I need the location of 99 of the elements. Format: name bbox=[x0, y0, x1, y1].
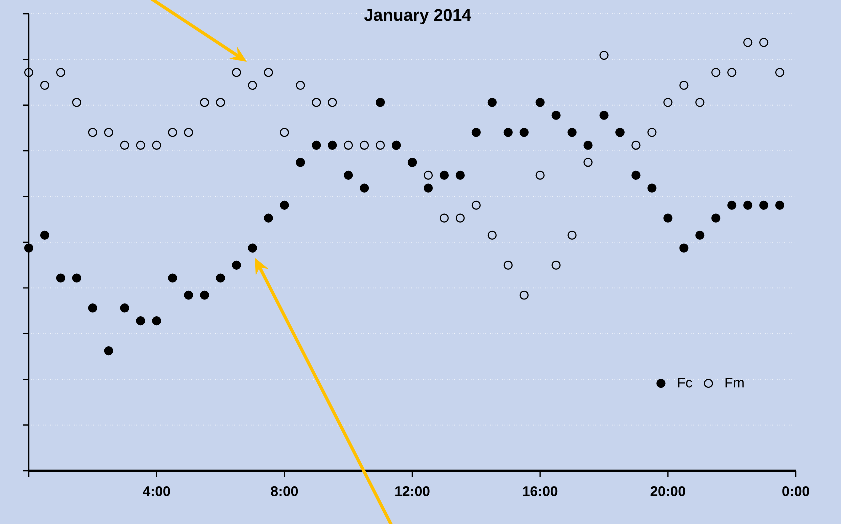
point bbox=[760, 38, 769, 48]
legend-label: Fm bbox=[726, 378, 744, 388]
point bbox=[360, 140, 370, 150]
point bbox=[632, 140, 641, 150]
point bbox=[72, 98, 82, 108]
point bbox=[88, 128, 98, 138]
point bbox=[568, 230, 577, 240]
point bbox=[376, 140, 386, 150]
point bbox=[472, 128, 481, 138]
point bbox=[504, 260, 513, 270]
point bbox=[680, 244, 689, 253]
point bbox=[728, 200, 737, 210]
point bbox=[472, 200, 481, 210]
point bbox=[424, 184, 434, 193]
point bbox=[552, 260, 561, 270]
point bbox=[280, 200, 290, 210]
point bbox=[520, 290, 529, 300]
point bbox=[56, 274, 66, 283]
point bbox=[456, 214, 465, 223]
point bbox=[72, 274, 82, 283]
point bbox=[248, 244, 258, 253]
point bbox=[744, 200, 753, 210]
point bbox=[760, 200, 769, 210]
point bbox=[536, 98, 545, 108]
point bbox=[152, 140, 162, 150]
point bbox=[775, 200, 785, 210]
point bbox=[200, 98, 210, 108]
point bbox=[584, 140, 593, 150]
point bbox=[104, 128, 114, 138]
point bbox=[56, 68, 66, 78]
point bbox=[696, 230, 705, 240]
point bbox=[696, 98, 705, 108]
point bbox=[568, 128, 577, 138]
point bbox=[424, 170, 434, 180]
point bbox=[328, 98, 338, 108]
point bbox=[312, 98, 322, 108]
point bbox=[600, 110, 609, 120]
point bbox=[88, 304, 98, 313]
point bbox=[775, 68, 785, 78]
point bbox=[344, 140, 354, 150]
point bbox=[728, 68, 737, 78]
point bbox=[216, 98, 226, 108]
x-tick-label: 8:00 bbox=[271, 486, 298, 496]
point bbox=[248, 80, 258, 90]
point bbox=[184, 128, 194, 138]
point bbox=[328, 140, 338, 150]
x-tick-label: 4:00 bbox=[143, 486, 170, 496]
point bbox=[168, 128, 178, 138]
point bbox=[712, 68, 721, 78]
point bbox=[104, 346, 114, 356]
point bbox=[216, 274, 226, 283]
point bbox=[280, 128, 290, 138]
point bbox=[296, 80, 306, 90]
point bbox=[536, 170, 545, 180]
point bbox=[648, 184, 657, 193]
point bbox=[488, 98, 497, 108]
point bbox=[232, 68, 242, 78]
legend-label: Fc bbox=[678, 378, 692, 388]
point bbox=[744, 38, 753, 48]
point bbox=[312, 140, 322, 150]
point bbox=[296, 158, 306, 168]
point bbox=[136, 140, 146, 150]
point bbox=[40, 80, 50, 90]
point bbox=[120, 304, 130, 313]
point bbox=[680, 80, 689, 90]
x-tick-label: 16:00 bbox=[523, 486, 558, 496]
point bbox=[520, 128, 529, 138]
point bbox=[120, 140, 130, 150]
point bbox=[584, 158, 593, 168]
x-tick-label: 0:00 bbox=[782, 486, 810, 496]
point bbox=[648, 128, 657, 138]
point bbox=[456, 170, 465, 180]
point bbox=[40, 230, 50, 240]
point bbox=[600, 50, 609, 60]
point bbox=[360, 184, 370, 193]
x-tick-label: 20:00 bbox=[650, 486, 686, 496]
point bbox=[264, 214, 274, 223]
point bbox=[136, 316, 146, 326]
point bbox=[264, 68, 274, 78]
point bbox=[344, 170, 354, 180]
point bbox=[712, 214, 721, 223]
point bbox=[24, 244, 34, 253]
point bbox=[440, 170, 450, 180]
point bbox=[664, 98, 673, 108]
point bbox=[440, 214, 450, 223]
point bbox=[488, 230, 497, 240]
chart-title: January 2014 bbox=[364, 9, 472, 25]
point bbox=[552, 110, 561, 120]
point bbox=[632, 170, 641, 180]
point bbox=[184, 290, 194, 300]
point bbox=[376, 98, 386, 108]
point bbox=[504, 128, 513, 138]
point bbox=[232, 260, 242, 270]
point bbox=[152, 316, 162, 326]
x-tick-label: 12:00 bbox=[396, 486, 430, 496]
point bbox=[200, 290, 210, 300]
point bbox=[24, 68, 34, 78]
point bbox=[664, 214, 673, 223]
point bbox=[168, 274, 178, 283]
